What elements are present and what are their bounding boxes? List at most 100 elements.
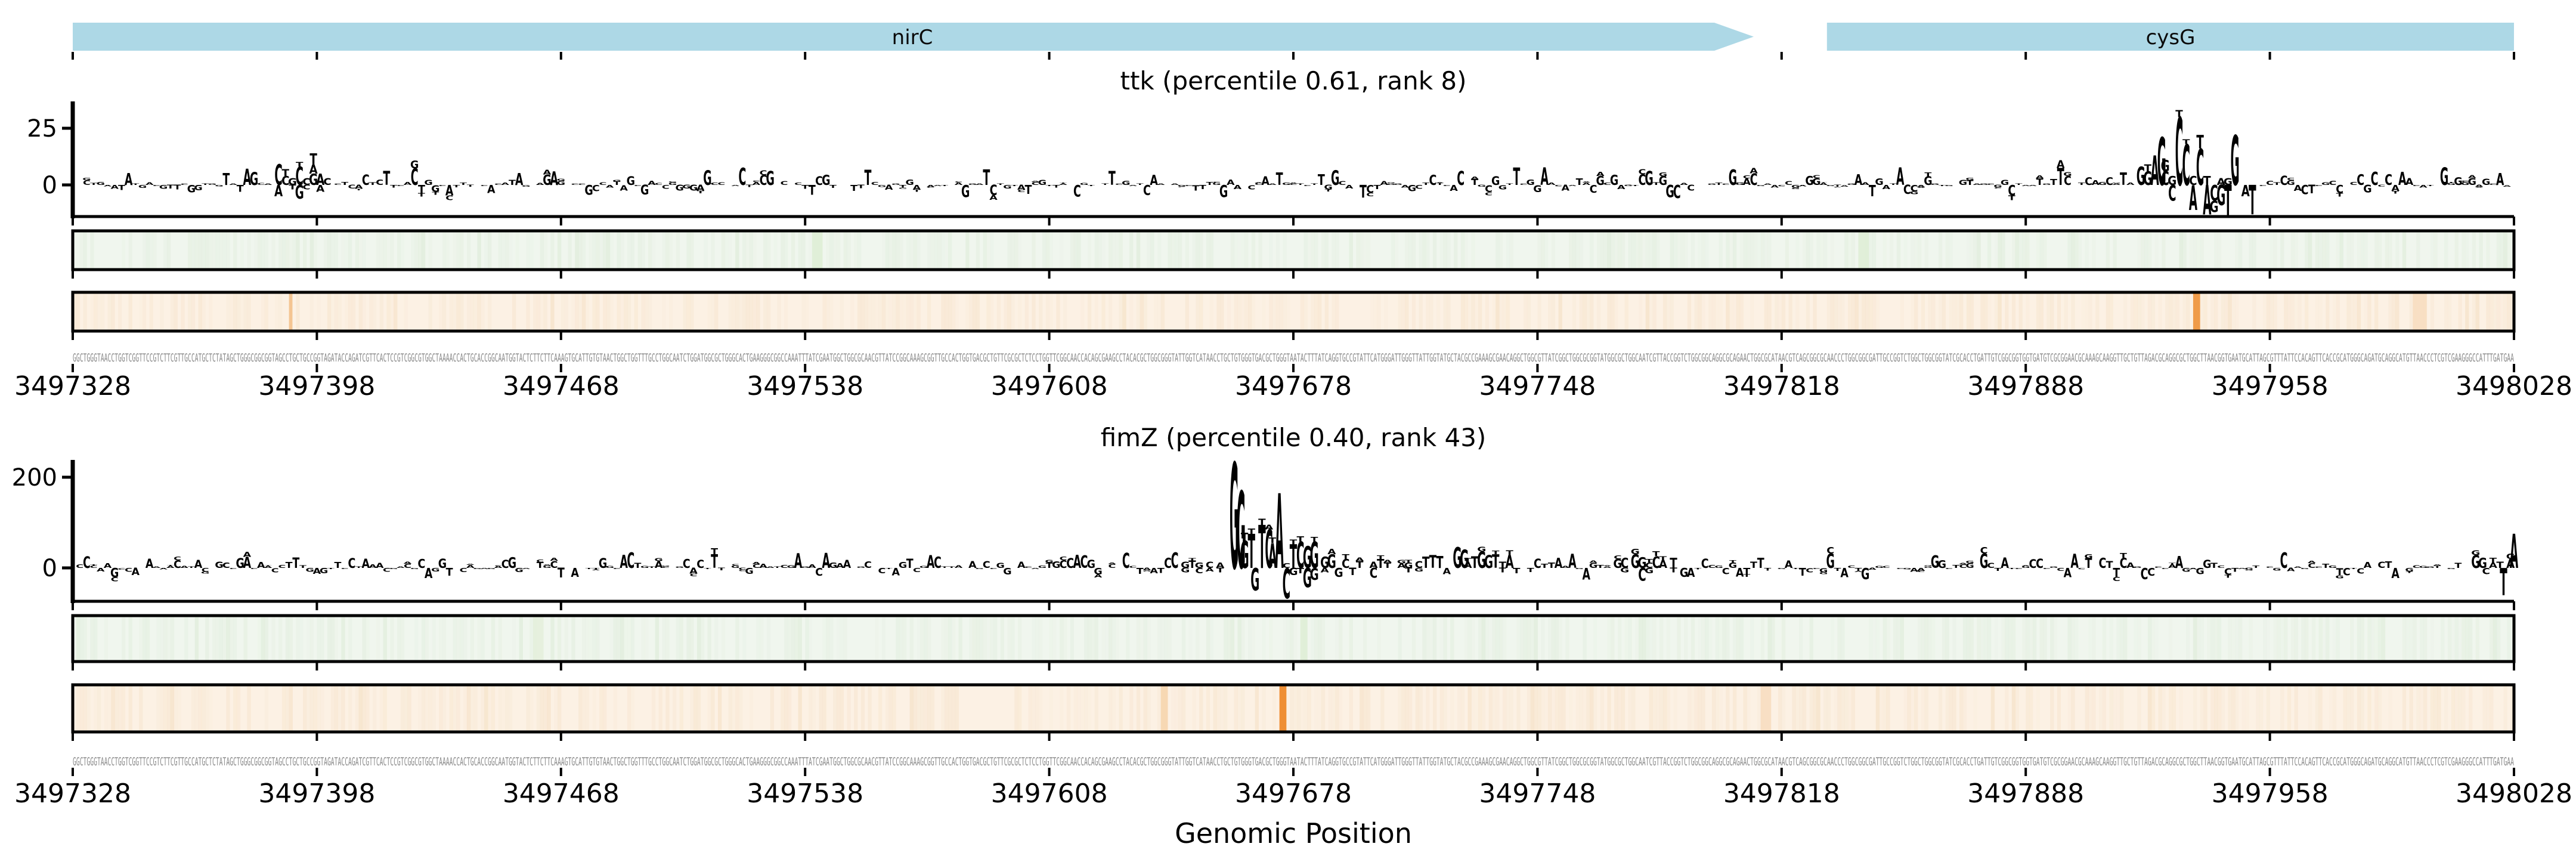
green-heatmap-strip [71, 229, 2516, 271]
svg-text:G: G [2447, 183, 2456, 186]
svg-text:C: C [222, 561, 230, 570]
svg-text:A: A [1031, 567, 1039, 569]
svg-text:C: C [1457, 168, 1465, 190]
svg-text:G: G [515, 567, 523, 574]
svg-text:C: C [1621, 555, 1628, 571]
svg-text:A: A [501, 183, 509, 186]
svg-text:C: C [1283, 562, 1290, 570]
svg-text:G: G [1240, 533, 1249, 577]
svg-text:G: G [1637, 555, 1646, 572]
svg-text:C: C [174, 559, 181, 571]
svg-text:T: T [2015, 183, 2023, 186]
svg-text:T: T [1356, 560, 1364, 570]
svg-text:T: T [2106, 560, 2114, 570]
svg-text:T: T [2392, 190, 2399, 194]
svg-text:A: A [696, 184, 705, 193]
svg-text:G: G [522, 184, 530, 187]
svg-text:A: A [2503, 184, 2512, 187]
svg-text:G: G [906, 178, 914, 187]
svg-text:G: G [668, 181, 677, 183]
svg-text:C: C [2462, 180, 2469, 183]
svg-text:C: C [376, 178, 383, 187]
svg-text:C: C [2029, 558, 2036, 571]
svg-text:T: T [1548, 561, 1556, 570]
svg-text:C: C [1060, 556, 1067, 561]
svg-text:C: C [1296, 535, 1304, 577]
svg-text:C: C [1743, 175, 1751, 180]
svg-text:G: G [766, 168, 775, 190]
svg-text:T: T [801, 184, 809, 190]
svg-text:G: G [1938, 559, 1946, 571]
svg-text:G: G [2363, 184, 2371, 196]
svg-text:T: T [711, 546, 718, 557]
svg-text:C: C [1959, 564, 1967, 570]
svg-text:G: G [389, 567, 398, 569]
svg-text:T: T [1890, 183, 1897, 185]
svg-text:C: C [760, 170, 767, 177]
gene-arrows [73, 23, 2514, 51]
svg-text:C: C [1847, 565, 1855, 568]
svg-text:G: G [2231, 122, 2240, 202]
svg-text:C: C [2196, 140, 2204, 197]
svg-text:T: T [1311, 536, 1319, 543]
svg-text:G: G [2272, 567, 2281, 571]
svg-text:A: A [1031, 180, 1039, 183]
svg-text:A: A [2189, 567, 2197, 570]
gene-label-cysG: cysG [2146, 26, 2196, 50]
svg-text:A: A [313, 566, 322, 576]
svg-text:G: G [961, 183, 970, 201]
svg-text:T: T [327, 567, 335, 569]
svg-text:G: G [1875, 177, 1883, 187]
svg-text:G: G [215, 560, 223, 570]
svg-text:T: T [1464, 557, 1472, 563]
svg-text:A: A [487, 183, 496, 196]
svg-text:G: G [891, 183, 900, 186]
svg-text:T: T [1206, 181, 1213, 186]
x-tick-label: 3497818 [1723, 371, 1840, 401]
svg-text:G: G [431, 183, 439, 194]
svg-text:A: A [620, 551, 628, 572]
svg-text:A: A [1603, 566, 1612, 567]
svg-text:T: T [697, 190, 704, 194]
svg-text:A: A [1917, 184, 1925, 188]
svg-text:A: A [2496, 171, 2504, 189]
svg-text:G: G [215, 184, 223, 187]
svg-text:T: T [1325, 189, 1332, 193]
svg-text:C: C [683, 557, 691, 571]
svg-text:T: T [886, 567, 893, 569]
svg-text:T: T [2490, 557, 2498, 564]
svg-text:T: T [90, 564, 98, 566]
svg-text:T: T [1541, 563, 1548, 570]
svg-text:C: C [913, 567, 921, 574]
svg-text:A: A [1917, 187, 1925, 189]
svg-text:C: C [83, 179, 91, 187]
svg-text:G: G [1310, 566, 1319, 583]
svg-text:G: G [682, 184, 691, 190]
svg-text:G: G [194, 184, 202, 192]
svg-text:G: G [295, 182, 304, 204]
svg-text:C: C [411, 164, 419, 191]
svg-text:C: C [494, 183, 502, 186]
svg-text:C: C [1342, 557, 1349, 571]
svg-text:A: A [543, 169, 552, 177]
svg-text:G: G [1875, 566, 1883, 568]
svg-text:A: A [1261, 175, 1270, 188]
svg-text:T: T [829, 184, 837, 189]
svg-text:G: G [1993, 184, 2002, 189]
svg-text:C: C [1185, 184, 1193, 186]
svg-text:T: T [1101, 183, 1109, 186]
svg-text:C: C [281, 174, 289, 188]
svg-text:C: C [202, 567, 209, 573]
svg-text:T: T [2322, 563, 2329, 570]
svg-text:G: G [1631, 551, 1640, 573]
svg-text:G: G [1327, 551, 1336, 573]
svg-text:A: A [104, 563, 112, 570]
svg-text:A: A [2175, 552, 2184, 573]
svg-text:A: A [968, 560, 977, 570]
svg-text:G: G [543, 565, 551, 568]
svg-text:C: C [1415, 184, 1423, 190]
svg-text:T: T [1349, 567, 1357, 578]
svg-text:T: T [1576, 177, 1584, 187]
svg-text:T: T [1429, 551, 1437, 572]
y-tick-label: 0 [42, 555, 57, 582]
